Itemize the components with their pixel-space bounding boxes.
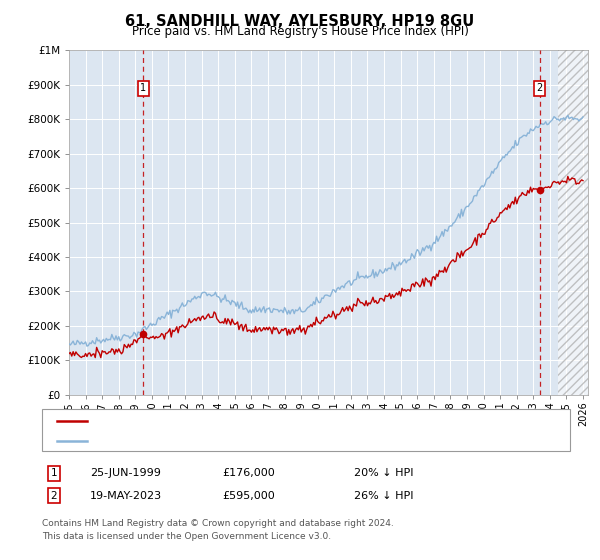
Text: 20% ↓ HPI: 20% ↓ HPI xyxy=(354,468,413,478)
Text: 1: 1 xyxy=(140,83,146,94)
Text: 61, SANDHILL WAY, AYLESBURY, HP19 8GU (detached house): 61, SANDHILL WAY, AYLESBURY, HP19 8GU (d… xyxy=(93,416,410,426)
Text: Price paid vs. HM Land Registry's House Price Index (HPI): Price paid vs. HM Land Registry's House … xyxy=(131,25,469,38)
Bar xyxy=(558,50,588,395)
Text: This data is licensed under the Open Government Licence v3.0.: This data is licensed under the Open Gov… xyxy=(42,532,331,541)
Text: 26% ↓ HPI: 26% ↓ HPI xyxy=(354,491,413,501)
Text: Contains HM Land Registry data © Crown copyright and database right 2024.: Contains HM Land Registry data © Crown c… xyxy=(42,519,394,528)
Text: 1: 1 xyxy=(50,468,58,478)
Text: 61, SANDHILL WAY, AYLESBURY, HP19 8GU: 61, SANDHILL WAY, AYLESBURY, HP19 8GU xyxy=(125,14,475,29)
Text: HPI: Average price, detached house, Buckinghamshire: HPI: Average price, detached house, Buck… xyxy=(93,436,377,446)
Text: 25-JUN-1999: 25-JUN-1999 xyxy=(90,468,161,478)
Text: £595,000: £595,000 xyxy=(222,491,275,501)
Text: 19-MAY-2023: 19-MAY-2023 xyxy=(90,491,162,501)
Text: £176,000: £176,000 xyxy=(222,468,275,478)
Text: 2: 2 xyxy=(536,83,543,94)
Text: 2: 2 xyxy=(50,491,58,501)
